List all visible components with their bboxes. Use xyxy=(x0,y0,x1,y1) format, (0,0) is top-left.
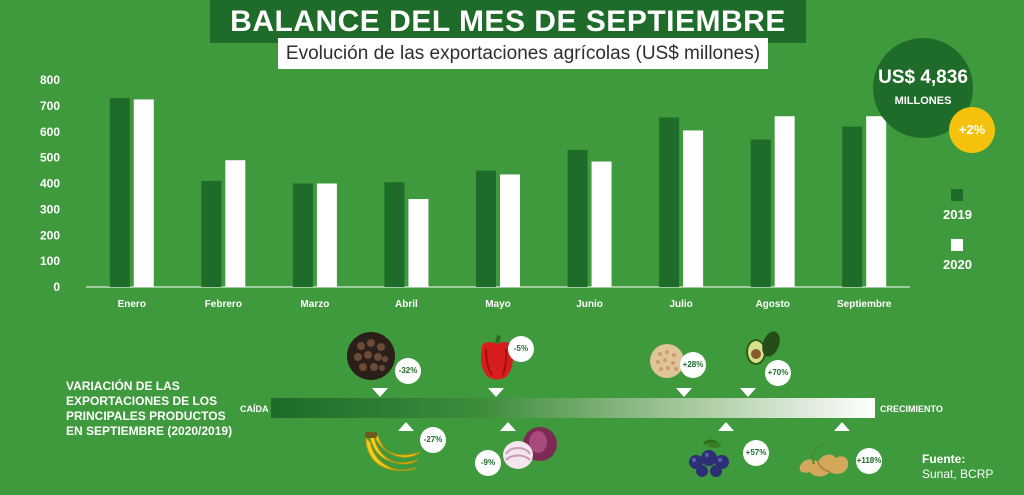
x-tick-label: Septiembre xyxy=(837,299,892,310)
source-label: Fuente: xyxy=(922,452,966,466)
x-tick-label: Agosto xyxy=(755,299,789,310)
legend-label-2019: 2019 xyxy=(943,207,972,222)
y-tick-label: 800 xyxy=(40,73,60,87)
bar-2019-junio xyxy=(567,149,588,287)
variation-title: VARIACIÓN DE LAS EXPORTACIONES DE LOS PR… xyxy=(66,379,233,438)
marker-onion xyxy=(500,422,516,431)
bar-2020-mayo xyxy=(500,174,520,287)
y-tick-label: 200 xyxy=(40,228,60,242)
page-title: BALANCE DEL MES DE SEPTIEMBRE xyxy=(210,0,806,43)
bar-2019-marzo xyxy=(292,183,313,287)
marker-avocado xyxy=(740,388,756,397)
bar-2019-mayo xyxy=(476,170,496,287)
onion-icon xyxy=(503,427,557,469)
marker-blueberry xyxy=(718,422,734,431)
change-badge-onion: -9% xyxy=(475,450,501,476)
bar-2020-abril xyxy=(408,199,429,287)
bar-2020-junio xyxy=(591,161,612,287)
ginger-icon xyxy=(799,444,849,477)
total-unit: MILLONES xyxy=(894,95,952,107)
decline-label: CAÍDA xyxy=(240,404,269,414)
legend-swatch-2020 xyxy=(951,239,963,251)
bar-2019-enero xyxy=(109,98,130,287)
bar-2019-julio xyxy=(659,117,680,287)
y-tick-label: 600 xyxy=(40,125,60,139)
bar-2020-julio xyxy=(683,130,704,287)
y-tick-label: 700 xyxy=(40,99,60,113)
avocado-icon xyxy=(746,331,780,365)
change-badge-pepper: -32% xyxy=(395,358,421,384)
y-tick-label: 400 xyxy=(40,177,60,191)
marker-pepper xyxy=(372,388,388,397)
source-note: Fuente: Sunat, BCRP xyxy=(922,452,993,482)
bar-2020-enero xyxy=(133,99,154,287)
bar-2019-abril xyxy=(384,182,405,287)
bar-2020-marzo xyxy=(316,183,337,287)
blueberry-icon xyxy=(689,439,729,477)
y-tick-label: 500 xyxy=(40,151,60,165)
bar-2019-febrero xyxy=(201,180,222,287)
legend-swatch-2019 xyxy=(951,189,963,201)
bar-2019-agosto xyxy=(750,139,771,287)
change-badge-quinoa: +28% xyxy=(680,352,706,378)
bar-2020-febrero xyxy=(225,160,246,287)
x-tick-label: Abril xyxy=(395,299,418,310)
change-badge-ginger: +118% xyxy=(856,448,882,474)
bar-2020-agosto xyxy=(774,116,795,287)
change-badge-bell-pepper: -5% xyxy=(508,336,534,362)
change-badge-blueberry: +57% xyxy=(743,440,769,466)
bar-2020-septiembre xyxy=(866,116,887,287)
bar-chart: 0 100 200 300 400 500 600 700 800 Enero Febrero Mar… xyxy=(40,73,910,310)
marker-bell-pepper xyxy=(488,388,504,397)
pepper-grains-icon xyxy=(347,332,395,380)
x-tick-label: Enero xyxy=(118,299,146,310)
x-tick-label: Mayo xyxy=(485,299,511,310)
marker-ginger xyxy=(834,422,850,431)
change-badge-banana: -27% xyxy=(420,427,446,453)
bell-pepper-icon xyxy=(480,335,514,380)
marker-banana xyxy=(398,422,414,431)
marker-quinoa xyxy=(676,388,692,397)
total-change-badge: +2% xyxy=(949,107,995,153)
total-amount: US$ 4,836 xyxy=(878,67,968,88)
x-tick-label: Julio xyxy=(669,299,692,310)
banana-icon xyxy=(365,432,421,471)
chart-subtitle: Evolución de las exportaciones agrícolas… xyxy=(278,38,768,69)
x-tick-label: Junio xyxy=(576,299,603,310)
variation-scale-bar xyxy=(271,398,875,418)
x-tick-label: Febrero xyxy=(205,299,242,310)
y-tick-label: 100 xyxy=(40,254,60,268)
growth-label: CRECIMIENTO xyxy=(880,404,943,414)
source-text: Sunat, BCRP xyxy=(922,467,994,481)
y-tick-label: 0 xyxy=(53,280,60,294)
legend-label-2020: 2020 xyxy=(943,257,972,272)
change-badge-avocado: +70% xyxy=(765,360,791,386)
x-tick-label: Marzo xyxy=(300,299,329,310)
bar-2019-septiembre xyxy=(842,126,863,287)
quinoa-icon xyxy=(650,344,684,378)
y-tick-label: 300 xyxy=(40,202,60,216)
